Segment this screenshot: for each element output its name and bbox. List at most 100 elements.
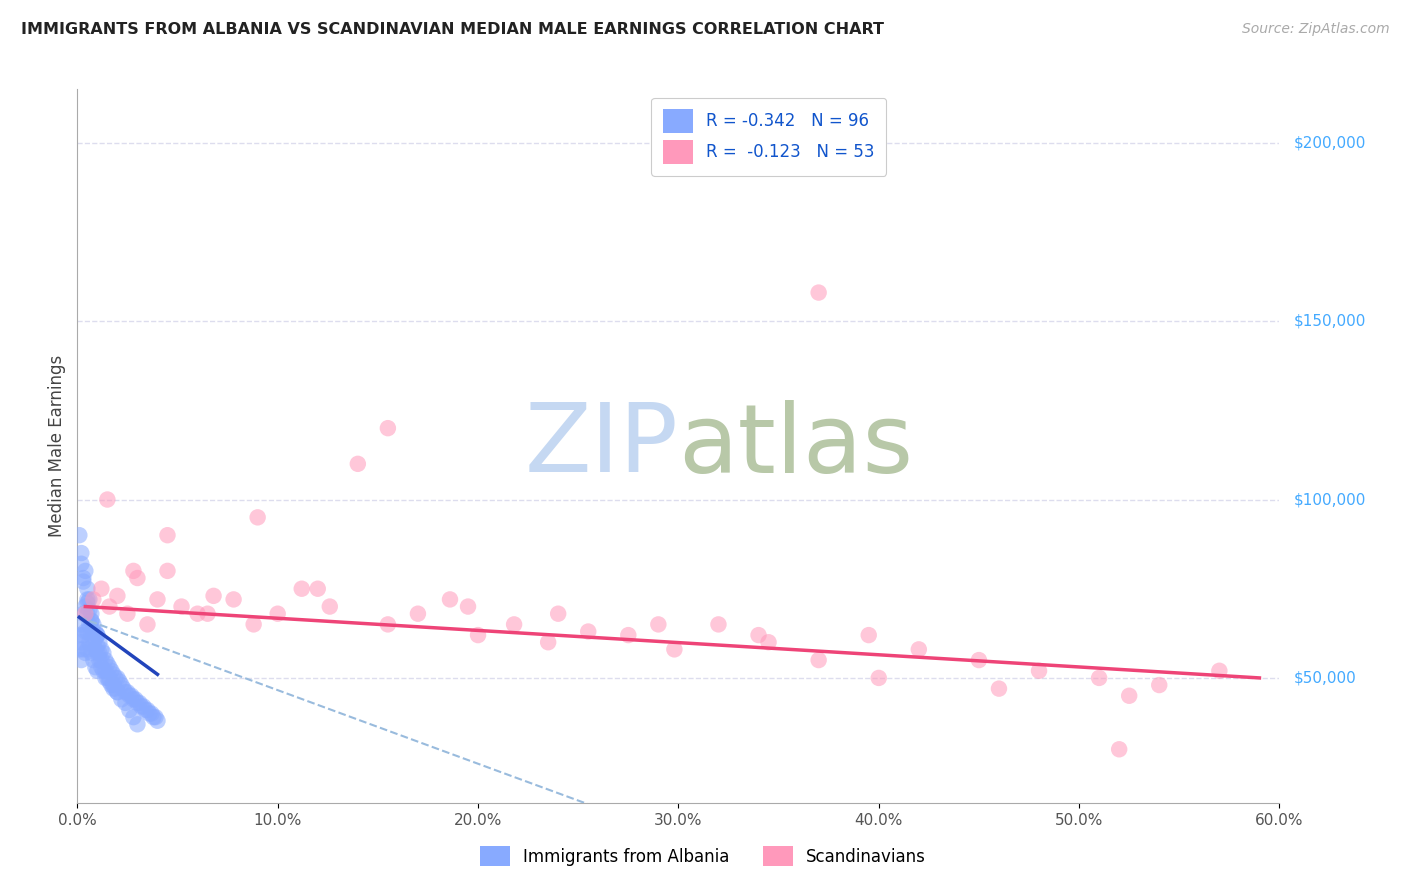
Point	[80, 628, 103, 642]
Point	[145, 710, 167, 724]
Point	[84, 632, 107, 646]
Point	[90, 653, 112, 667]
Point	[170, 599, 193, 614]
Point	[146, 592, 169, 607]
Point	[114, 685, 136, 699]
Point	[98, 660, 121, 674]
Point	[76, 642, 98, 657]
Point	[72, 607, 94, 621]
Point	[67, 628, 90, 642]
Point	[79, 603, 101, 617]
Text: IMMIGRANTS FROM ALBANIA VS SCANDINAVIAN MEDIAN MALE EARNINGS CORRELATION CHART: IMMIGRANTS FROM ALBANIA VS SCANDINAVIAN …	[21, 22, 884, 37]
Point	[80, 607, 103, 621]
Legend: R = -0.342   N = 96, R =  -0.123   N = 53: R = -0.342 N = 96, R = -0.123 N = 53	[651, 97, 886, 176]
Point	[86, 646, 108, 660]
Point	[96, 657, 118, 671]
Point	[1028, 664, 1050, 678]
Point	[90, 660, 112, 674]
Point	[76, 624, 98, 639]
Point	[93, 646, 115, 660]
Point	[76, 582, 98, 596]
Point	[76, 592, 98, 607]
Point	[90, 582, 112, 596]
Point	[79, 635, 101, 649]
Point	[94, 671, 117, 685]
Point	[98, 599, 121, 614]
Legend: Immigrants from Albania, Scandinavians: Immigrants from Albania, Scandinavians	[471, 838, 935, 875]
Point	[156, 528, 179, 542]
Point	[82, 653, 104, 667]
Point	[100, 678, 122, 692]
Point	[98, 671, 121, 685]
Point	[100, 664, 122, 678]
Point	[80, 614, 103, 628]
Point	[84, 642, 107, 657]
Point	[132, 699, 155, 714]
Point	[112, 681, 135, 696]
Point	[107, 685, 129, 699]
Point	[347, 457, 370, 471]
Point	[86, 628, 108, 642]
Point	[122, 692, 145, 706]
Point	[108, 674, 131, 689]
Point	[104, 681, 127, 696]
Point	[1108, 742, 1130, 756]
Text: atlas: atlas	[679, 400, 914, 492]
Point	[76, 596, 98, 610]
Point	[377, 421, 399, 435]
Point	[86, 628, 108, 642]
Point	[89, 646, 111, 660]
Point	[547, 607, 569, 621]
Point	[988, 681, 1011, 696]
Point	[406, 607, 429, 621]
Text: $50,000: $50,000	[1294, 671, 1357, 685]
Point	[75, 646, 97, 660]
Point	[127, 696, 149, 710]
Point	[136, 703, 159, 717]
Text: $150,000: $150,000	[1294, 314, 1365, 328]
Point	[75, 607, 97, 621]
Point	[80, 614, 103, 628]
Point	[222, 592, 245, 607]
Text: $100,000: $100,000	[1294, 492, 1365, 507]
Point	[664, 642, 686, 657]
Point	[90, 642, 112, 657]
Point	[96, 492, 118, 507]
Point	[117, 685, 139, 699]
Point	[70, 557, 93, 571]
Point	[807, 653, 830, 667]
Point	[868, 671, 890, 685]
Point	[142, 710, 165, 724]
Point	[94, 664, 117, 678]
Point	[82, 592, 104, 607]
Point	[967, 653, 990, 667]
Point	[79, 592, 101, 607]
Point	[103, 678, 125, 692]
Point	[146, 714, 169, 728]
Point	[82, 635, 104, 649]
Point	[70, 653, 93, 667]
Point	[1118, 689, 1140, 703]
Point	[72, 574, 94, 589]
Point	[72, 642, 94, 657]
Point	[86, 664, 108, 678]
Point	[82, 617, 104, 632]
Point	[748, 628, 770, 642]
Point	[647, 617, 669, 632]
Text: Source: ZipAtlas.com: Source: ZipAtlas.com	[1241, 22, 1389, 37]
Point	[246, 510, 269, 524]
Point	[84, 624, 107, 639]
Point	[98, 674, 121, 689]
Point	[76, 607, 98, 621]
Point	[72, 628, 94, 642]
Point	[75, 599, 97, 614]
Point	[156, 564, 179, 578]
Point	[537, 635, 560, 649]
Point	[72, 571, 94, 585]
Point	[107, 685, 129, 699]
Point	[758, 635, 780, 649]
Point	[136, 617, 159, 632]
Point	[86, 639, 108, 653]
Point	[117, 607, 139, 621]
Point	[70, 546, 93, 560]
